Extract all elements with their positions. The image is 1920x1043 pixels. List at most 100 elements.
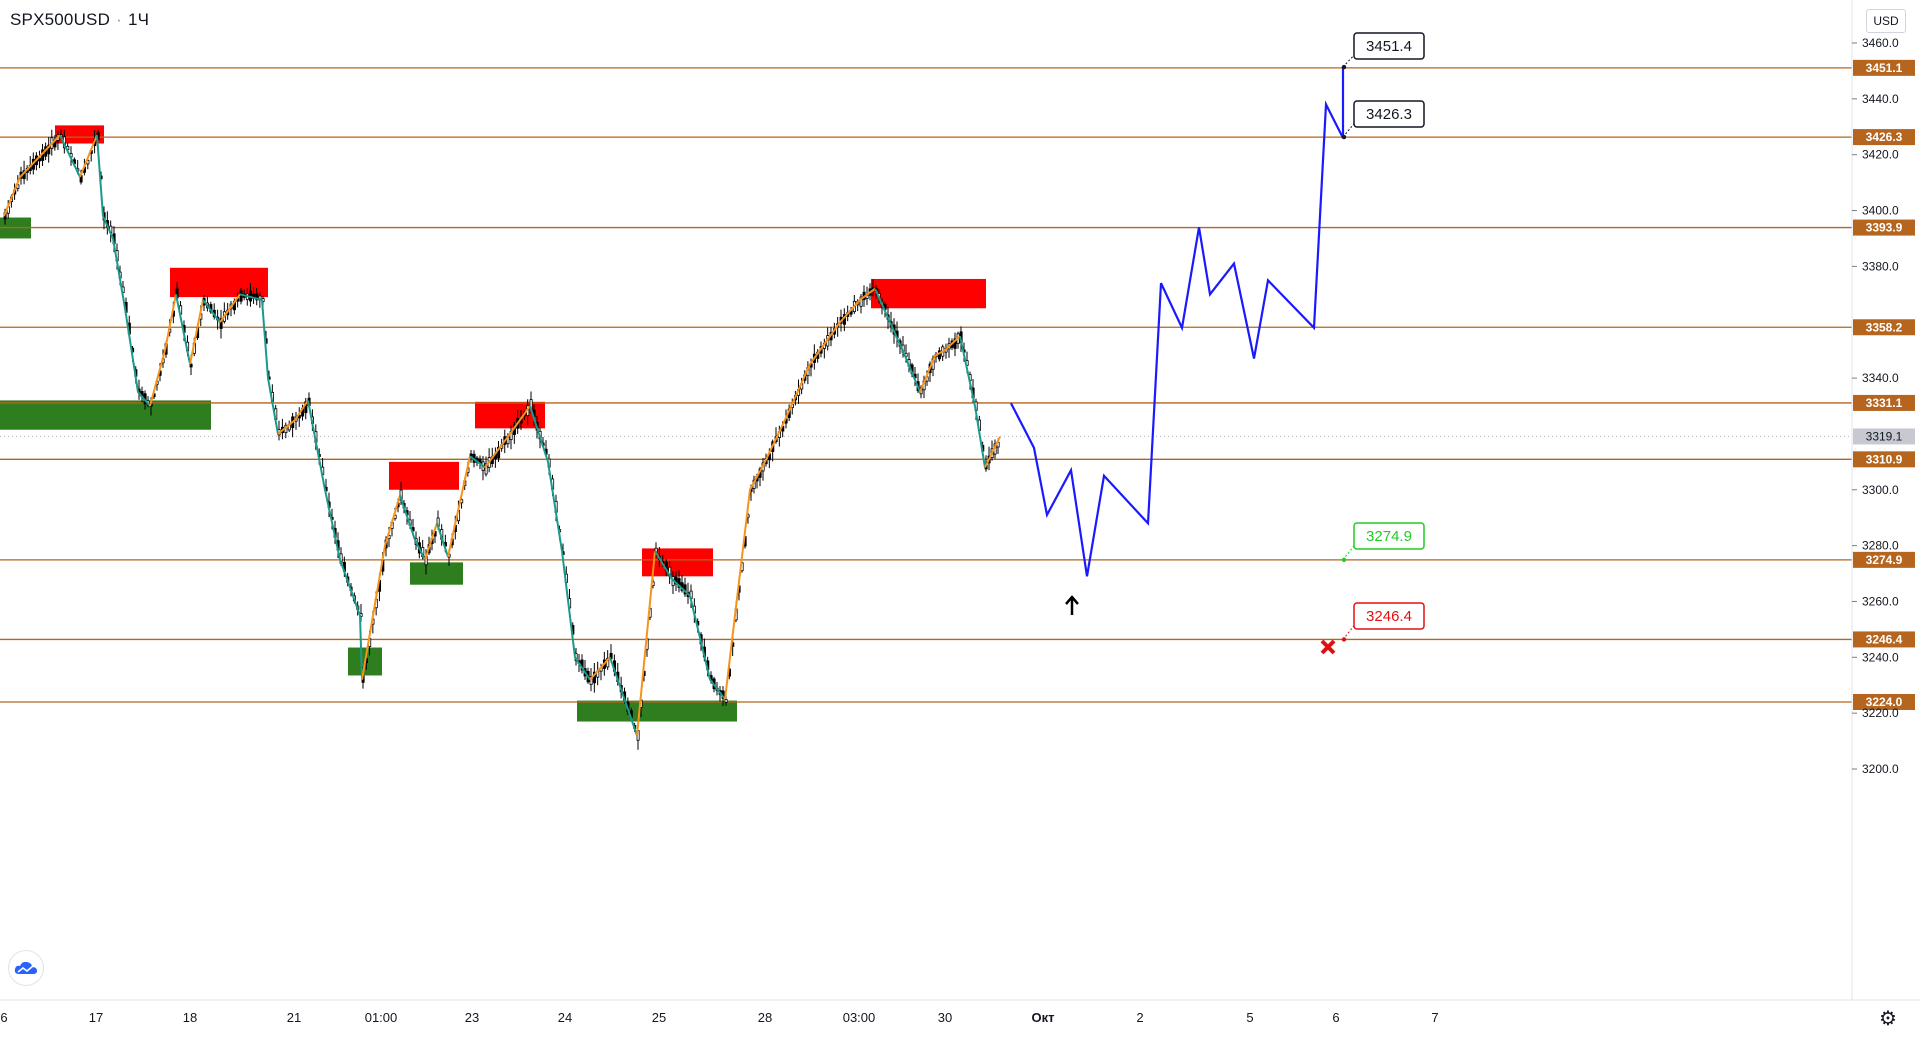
zigzag-segment [904, 355, 921, 393]
y-tick-label: 3240.0 [1862, 650, 1899, 664]
zigzag-segment [484, 433, 511, 469]
level-label: 3224.0 [1866, 695, 1903, 709]
zigzag-segment [734, 489, 751, 616]
candle-body [589, 676, 593, 686]
zigzag-segment [934, 349, 946, 357]
zigzag-segment [874, 288, 891, 323]
level-label-bg [1853, 394, 1915, 411]
level-label-bg [1853, 59, 1915, 76]
zigzag-segment [784, 363, 811, 421]
zigzag-segment [267, 377, 279, 435]
level-label-bg [1853, 451, 1915, 468]
zigzag-segment [689, 595, 711, 680]
callout-anchor [1341, 637, 1347, 642]
x-tick-label: Окт [1032, 1010, 1055, 1025]
zigzag-segment [164, 294, 177, 351]
zigzag-segment [424, 522, 438, 560]
x-tick-label: 18 [183, 1010, 197, 1025]
level-label: 3310.9 [1866, 452, 1903, 466]
level-label-bg [1853, 129, 1915, 146]
zigzag-segment [764, 419, 786, 463]
level-label: 3246.4 [1866, 632, 1903, 646]
callout-box [1353, 522, 1425, 550]
callout-anchor [1341, 557, 1347, 563]
level-label-bg [1853, 551, 1915, 568]
y-tick-label: 3380.0 [1862, 259, 1899, 273]
x-tick-label: 23 [465, 1010, 479, 1025]
zigzag-segment [809, 321, 841, 365]
current-price-label: 3319.1 [1866, 429, 1903, 443]
x-tick-label: 6 [0, 1010, 7, 1025]
x-tick-label: 03:00 [843, 1010, 876, 1025]
candle-body [953, 338, 957, 349]
candle-body [304, 401, 308, 414]
zigzag-segment [384, 495, 401, 546]
zigzag-segment [959, 335, 976, 407]
zigzag-segment [589, 656, 611, 681]
zigzag-segment [414, 539, 426, 561]
y-tick-label: 3260.0 [1862, 594, 1899, 608]
x-tick-label: 2 [1136, 1010, 1143, 1025]
zigzag-segment [361, 545, 386, 680]
y-tick-label: 3220.0 [1862, 706, 1899, 720]
x-tick-label: 7 [1431, 1010, 1438, 1025]
zigzag-segment [919, 355, 936, 393]
x-tick-label: 25 [652, 1010, 666, 1025]
callout-box [1353, 602, 1425, 630]
zigzag-segment [749, 461, 766, 491]
zigzag-segment [447, 456, 471, 557]
level-label-bg [1853, 219, 1915, 236]
zigzag-segment [974, 405, 986, 468]
symbol-title[interactable]: SPX500USD · 1Ч [10, 10, 149, 30]
level-label: 3393.9 [1866, 221, 1903, 235]
level-label-bg [1853, 631, 1915, 648]
level-label-bg [1853, 693, 1915, 710]
gear-icon[interactable]: ⚙ [1879, 1007, 1897, 1030]
zigzag-segment [609, 656, 638, 736]
zigzag-segment [19, 134, 61, 178]
interval-label: 1Ч [127, 10, 150, 29]
y-tick-label: 3440.0 [1862, 92, 1899, 106]
candle-body [239, 290, 243, 302]
zigzag-segment [219, 293, 241, 323]
zigzag-segment [112, 238, 126, 309]
zigzag-segment [175, 294, 191, 365]
demand-zone [577, 700, 737, 722]
currency-badge[interactable]: USD [1866, 9, 1906, 33]
x-tick-label: 30 [938, 1010, 952, 1025]
forecast-line [1010, 67, 1345, 577]
zigzag-segment [359, 615, 363, 680]
zigzag-segment [529, 405, 549, 463]
zigzag-segment [189, 299, 204, 365]
zigzag-segment [399, 495, 416, 541]
zigzag-segment [324, 489, 341, 560]
zigzag-segment [654, 550, 673, 580]
cross-icon [1320, 639, 1336, 655]
zigzag-segment [561, 551, 576, 658]
callout-anchor [1341, 134, 1347, 140]
candle-body [677, 578, 681, 588]
zigzag-segment [574, 656, 591, 681]
zigzag-segment [984, 436, 1001, 468]
zigzag-segment [149, 349, 166, 407]
up-arrow-icon [1065, 595, 1079, 615]
candle-body [859, 296, 863, 307]
zigzag-segment [102, 215, 114, 239]
callout-anchor [1341, 64, 1347, 70]
supply-zone [871, 278, 986, 309]
callout-label: 3426.3 [1366, 106, 1412, 123]
callout-label: 3451.4 [1366, 38, 1412, 55]
candle-body [255, 293, 259, 301]
zigzag-segment [636, 551, 656, 736]
candle-body [38, 157, 42, 162]
tradingview-cloud-icon[interactable] [8, 950, 44, 986]
candle-body [497, 446, 501, 459]
supply-zone [389, 461, 459, 490]
level-label-bg [1853, 319, 1915, 336]
candle-body [47, 144, 51, 155]
zigzag-segment [261, 299, 269, 379]
x-tick-label: 28 [758, 1010, 772, 1025]
x-tick-label: 6 [1332, 1010, 1339, 1025]
